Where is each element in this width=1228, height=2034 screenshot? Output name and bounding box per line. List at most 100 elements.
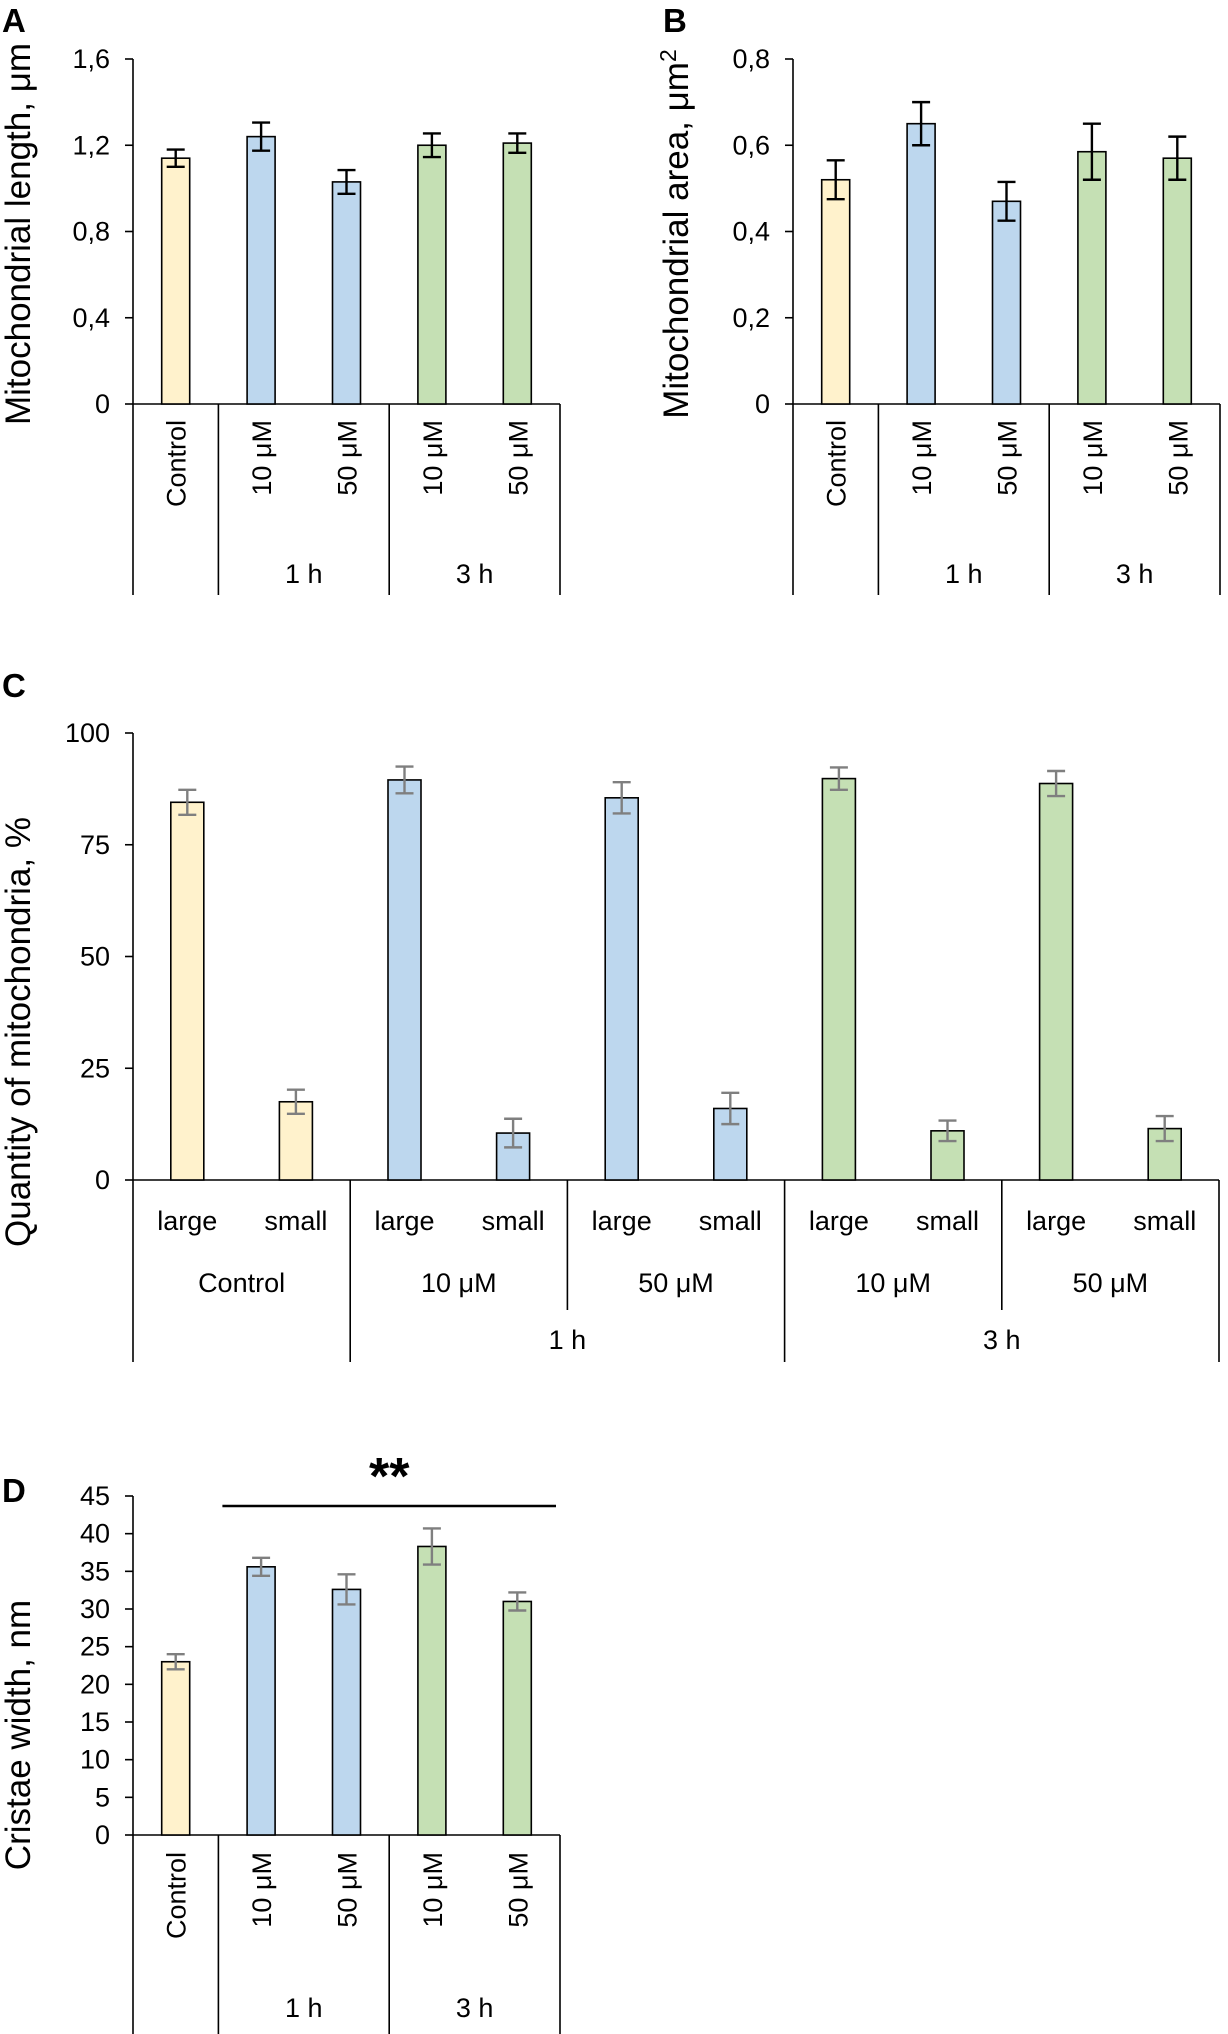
y-tick-label: 0,4 — [732, 217, 770, 247]
y-tick-label: 25 — [80, 1632, 110, 1662]
category-label: Control — [162, 420, 192, 507]
group-label: 3 h — [983, 1325, 1021, 1355]
panel-b-ylabel: Mitochondrial area, μm2 — [655, 49, 696, 419]
bar — [991, 200, 1022, 405]
bar — [170, 801, 205, 1181]
category-label: 50 μM — [503, 420, 533, 496]
y-tick-label: 50 — [80, 942, 110, 972]
category-label: 10 μM — [418, 1852, 448, 1928]
y-tick-label: 0 — [95, 1165, 110, 1195]
y-tick-label: 75 — [80, 830, 110, 860]
panel-c-plot: 0 25 50 75 100 large small large small large small… — [65, 718, 1220, 1362]
category-label: 10 μM — [247, 420, 277, 496]
category-label: large — [592, 1206, 652, 1236]
y-tick-label: 0,8 — [72, 217, 110, 247]
bar — [906, 122, 936, 405]
category-label: 50 μM — [1163, 420, 1193, 496]
group-label: 1 h — [945, 559, 983, 589]
y-tick-label: 30 — [80, 1594, 110, 1624]
significance-marker: ** — [369, 1448, 410, 1506]
category-label: small — [264, 1206, 327, 1236]
category-label: 50 μM — [333, 420, 363, 496]
panel-label-b: B — [663, 2, 687, 39]
subgroup-label: Control — [198, 1268, 285, 1298]
panel-label-a: A — [2, 2, 26, 39]
y-tick-label: 5 — [95, 1782, 110, 1812]
y-tick-label: 100 — [65, 718, 110, 748]
bar — [502, 1600, 533, 1836]
group-label: 3 h — [1116, 559, 1154, 589]
panel-c-ylabel: Quantity of mitochondria, % — [0, 817, 38, 1247]
bar — [1162, 157, 1193, 405]
panel-b-ylabel-text: Mitochondrial area, μm — [657, 62, 696, 419]
category-label: 10 μM — [1078, 420, 1108, 496]
y-tick-label: 10 — [80, 1745, 110, 1775]
bar — [821, 777, 857, 1181]
y-tick-label: 20 — [80, 1669, 110, 1699]
bar — [246, 1566, 276, 1836]
bar — [1038, 782, 1074, 1181]
group-label: 3 h — [456, 1993, 494, 2023]
category-label: 10 μM — [907, 420, 937, 496]
panel-a-ylabel: Mitochondrial length, μm — [0, 43, 38, 425]
category-label: Control — [822, 420, 852, 507]
category-label: Control — [162, 1852, 192, 1939]
panel-d: D Cristae width, nm 0 5 10 15 20 25 30 35 40 45 Co… — [0, 1448, 561, 2034]
y-tick-label: 1,6 — [72, 44, 110, 74]
y-tick-label: 0,6 — [732, 130, 770, 160]
y-tick-label: 25 — [80, 1053, 110, 1083]
bar — [502, 142, 533, 405]
category-label: small — [1133, 1206, 1196, 1236]
category-label: large — [1026, 1206, 1086, 1236]
bar — [160, 1660, 191, 1836]
bar — [1077, 150, 1107, 405]
bar — [160, 157, 191, 405]
panel-c: C Quantity of mitochondria, % 0 25 50 75 100… — [0, 667, 1220, 1362]
panel-label-d: D — [2, 1472, 26, 1509]
panel-b: B Mitochondrial area, μm2 0 0,2 0,4 0,6 0,8 C… — [655, 2, 1221, 595]
bar — [331, 1588, 362, 1836]
y-tick-label: 0,2 — [732, 303, 770, 333]
group-label: 1 h — [285, 559, 323, 589]
panel-b-ylabel-sup: 2 — [655, 49, 681, 62]
bar — [820, 178, 851, 405]
category-label: small — [699, 1206, 762, 1236]
y-tick-label: 40 — [80, 1519, 110, 1549]
y-tick-label: 0,8 — [732, 44, 770, 74]
subgroup-label: 10 μM — [855, 1268, 931, 1298]
y-tick-label: 45 — [80, 1481, 110, 1511]
subgroup-label: 50 μM — [1073, 1268, 1149, 1298]
category-label: 10 μM — [247, 1852, 277, 1928]
panel-d-plot: 0 5 10 15 20 25 30 35 40 45 Control 10 μM 50 μM 10 μM… — [80, 1448, 561, 2034]
group-label: 1 h — [285, 1993, 323, 2023]
category-label: 50 μM — [333, 1852, 363, 1928]
category-label: small — [482, 1206, 545, 1236]
group-label: 3 h — [456, 559, 494, 589]
bar — [417, 144, 447, 405]
y-tick-label: 1,2 — [72, 130, 110, 160]
bar — [417, 1545, 447, 1836]
bar — [331, 181, 362, 405]
bar — [604, 797, 640, 1181]
category-label: 10 μM — [418, 420, 448, 496]
category-label: 50 μM — [503, 1852, 533, 1928]
y-tick-label: 0,4 — [72, 303, 110, 333]
bar — [246, 135, 276, 405]
panel-label-c: C — [2, 667, 26, 704]
subgroup-label: 10 μM — [421, 1268, 497, 1298]
y-tick-label: 35 — [80, 1556, 110, 1586]
bar — [387, 779, 422, 1181]
category-label: small — [916, 1206, 979, 1236]
category-label: large — [809, 1206, 869, 1236]
y-tick-label: 15 — [80, 1707, 110, 1737]
category-label: 50 μM — [993, 420, 1023, 496]
category-label: large — [374, 1206, 434, 1236]
panel-d-ylabel: Cristae width, nm — [0, 1600, 38, 1870]
subgroup-label: 50 μM — [638, 1268, 714, 1298]
y-tick-label: 0 — [755, 389, 770, 419]
category-label: large — [157, 1206, 217, 1236]
y-tick-label: 0 — [95, 1820, 110, 1850]
panel-a-plot: 0 0,4 0,8 1,2 1,6 Control 10 μM 50 μM 10 μM 50 μM… — [72, 44, 561, 595]
group-label: 1 h — [549, 1325, 587, 1355]
